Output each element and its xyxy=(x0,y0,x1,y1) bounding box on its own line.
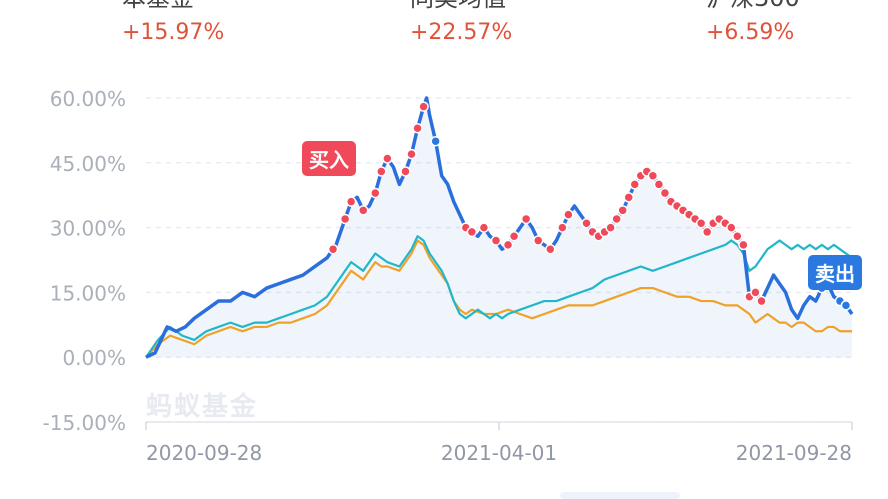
y-tick-label: 60.00% xyxy=(50,87,126,111)
buy-point xyxy=(647,170,659,182)
x-tick-label: 2020-09-28 xyxy=(146,441,262,465)
buy-point xyxy=(726,222,737,233)
scroll-indicator xyxy=(560,492,680,499)
buy-marker[interactable]: 买入 xyxy=(302,141,356,176)
fund-area xyxy=(146,98,852,358)
buy-point xyxy=(418,101,429,112)
buy-point xyxy=(701,226,713,238)
buy-point xyxy=(339,213,351,225)
buy-point xyxy=(750,287,761,298)
buy-point xyxy=(370,187,381,199)
buy-point xyxy=(478,222,490,233)
y-tick-label: 30.00% xyxy=(50,217,126,241)
legend-name: 本基金 xyxy=(122,0,194,13)
legend-name: 沪深300 xyxy=(706,0,800,13)
buy-point xyxy=(502,239,514,251)
buy-point xyxy=(605,222,616,233)
x-tick-label: 2021-04-01 xyxy=(441,441,557,465)
buy-point xyxy=(357,205,369,216)
buy-point xyxy=(563,209,574,220)
buy-point xyxy=(532,235,544,246)
legend-value: +15.97% xyxy=(122,20,225,45)
legend-value: +6.59% xyxy=(706,20,795,45)
buy-point xyxy=(557,222,568,233)
watermark-logo: 蚂蚁基金 xyxy=(146,392,259,422)
buy-point xyxy=(617,205,628,216)
sell-point xyxy=(840,300,852,311)
buy-point xyxy=(545,243,556,255)
buy-point xyxy=(376,166,387,177)
buy-point xyxy=(345,196,357,207)
buy-point xyxy=(738,239,749,251)
buy-point xyxy=(412,122,423,134)
buy-point xyxy=(508,230,520,242)
legend: 本基金 +15.97% 同类均值 +22.57% 沪深300 +6.59% xyxy=(0,0,888,60)
buy-point xyxy=(490,235,502,246)
x-tick-label: 2021-09-28 xyxy=(736,441,852,465)
sell-point xyxy=(430,135,441,147)
buy-point xyxy=(732,230,743,242)
buy-point xyxy=(623,192,634,203)
buy-point xyxy=(520,213,532,225)
y-tick-label: -15.00% xyxy=(43,411,126,435)
buy-point xyxy=(327,243,339,255)
legend-value: +22.57% xyxy=(410,20,513,45)
buy-point xyxy=(659,187,671,199)
buy-point xyxy=(406,148,417,160)
buy-point xyxy=(695,218,707,229)
buy-point xyxy=(466,226,478,238)
buy-point xyxy=(629,179,641,190)
buy-point xyxy=(611,213,622,225)
series-line-1 xyxy=(145,235,853,358)
buy-point xyxy=(653,179,665,190)
sell-marker[interactable]: 卖出 xyxy=(808,255,862,290)
buy-point xyxy=(581,218,592,229)
buy-point xyxy=(400,166,411,177)
legend-name: 同类均值 xyxy=(410,0,506,13)
y-tick-label: 45.00% xyxy=(50,152,126,176)
buy-point xyxy=(382,153,393,164)
y-tick-label: 15.00% xyxy=(50,281,126,305)
buy-point xyxy=(756,295,767,307)
y-tick-label: 0.00% xyxy=(62,346,126,370)
